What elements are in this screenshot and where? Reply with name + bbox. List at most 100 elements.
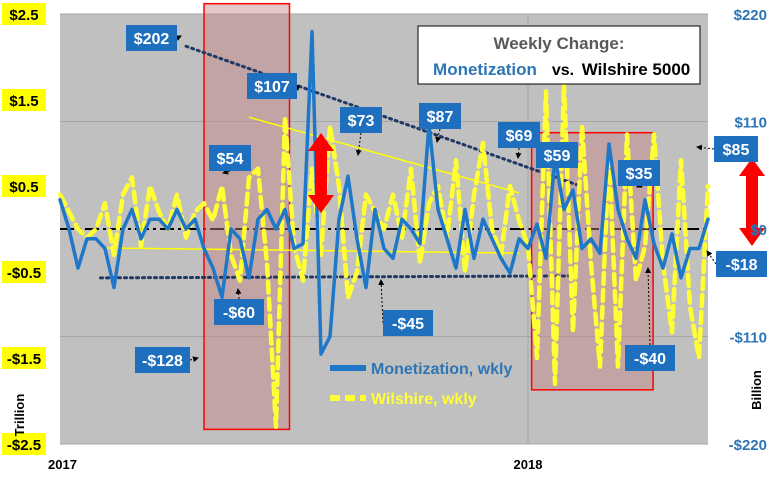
value-label-text: $69 bbox=[506, 128, 533, 145]
value-label-box bbox=[247, 73, 297, 99]
title-monetization: Monetization bbox=[433, 60, 537, 79]
value-label-leader bbox=[293, 84, 300, 91]
arrow-head-up bbox=[739, 158, 765, 176]
value-label-box bbox=[536, 142, 578, 168]
legend-label-monetization: Monetization, wkly bbox=[371, 361, 512, 378]
value-label-2: -$128 bbox=[135, 347, 199, 373]
value-label-14: -$18 bbox=[706, 250, 767, 277]
value-label-leader bbox=[235, 288, 242, 300]
right-tick-label: -$220 bbox=[729, 437, 767, 454]
value-label-8: $87 bbox=[419, 103, 461, 143]
value-label-text: $73 bbox=[348, 113, 375, 130]
value-label-text: $202 bbox=[134, 31, 170, 48]
value-label-9: $69 bbox=[498, 122, 540, 159]
value-label-leader bbox=[189, 356, 199, 363]
value-label-text: -$45 bbox=[392, 316, 424, 333]
value-label-10: $59 bbox=[536, 142, 578, 169]
value-label-box bbox=[498, 122, 540, 148]
value-label-leader bbox=[222, 168, 231, 175]
arrow-shaft bbox=[746, 176, 758, 228]
series-layer bbox=[57, 29, 711, 430]
title-box: Weekly Change: Monetization vs. Wilshire… bbox=[417, 25, 701, 85]
arrow-shaft bbox=[315, 151, 327, 195]
left-tick-bg bbox=[2, 175, 46, 197]
x-tick-label: 2018 bbox=[514, 457, 543, 472]
left-tick-2: $1.5 bbox=[2, 89, 46, 111]
right-tick-label: $0 bbox=[750, 222, 767, 239]
value-label-leader bbox=[175, 35, 182, 41]
left-tick-label: $2.5 bbox=[9, 7, 38, 24]
left-tick-5: -$1.5 bbox=[2, 347, 46, 369]
title-line1: Weekly Change: bbox=[493, 34, 624, 53]
value-label-box bbox=[716, 251, 767, 277]
value-label-text: $54 bbox=[217, 151, 244, 168]
value-label-13: $85 bbox=[696, 136, 758, 162]
value-label-4: -$60 bbox=[214, 288, 264, 325]
value-label-leader bbox=[645, 267, 652, 346]
red-arrow-right bbox=[739, 158, 765, 246]
value-label-text: $87 bbox=[427, 109, 454, 126]
value-label-text: -$128 bbox=[142, 353, 183, 370]
trend-yellow-upper bbox=[248, 116, 520, 194]
value-label-leader bbox=[378, 279, 385, 324]
value-label-text: -$60 bbox=[223, 305, 255, 322]
value-label-text: $35 bbox=[626, 166, 653, 183]
left-tick-label: -$0.5 bbox=[7, 265, 41, 282]
value-label-1: $202 bbox=[126, 25, 182, 51]
trend-line-upper bbox=[184, 44, 579, 187]
legend: Monetization, wkly Wilshire, wkly bbox=[330, 361, 512, 408]
title-wilshire: Wilshire 5000 bbox=[582, 60, 691, 79]
value-label-box bbox=[618, 160, 660, 186]
left-tick-label: $1.5 bbox=[9, 93, 38, 110]
axis-layer: $2.5 $1.5 $0.5 -$0.5 -$1.5 -$2.5 $220 $110 $0 -$1… bbox=[2, 3, 767, 472]
value-label-leader bbox=[636, 182, 643, 188]
left-tick-bg bbox=[2, 3, 46, 25]
red-arrow-left bbox=[308, 133, 334, 213]
value-label-box bbox=[126, 25, 177, 51]
right-tick-label: $220 bbox=[734, 7, 767, 24]
value-label-12: -$40 bbox=[625, 267, 675, 371]
value-label-7: -$45 bbox=[378, 279, 433, 336]
left-tick-3: $0.5 bbox=[2, 175, 46, 197]
left-axis-title: Trillion bbox=[12, 394, 27, 437]
value-label-box bbox=[419, 103, 461, 129]
x-tick-label: 2017 bbox=[48, 457, 77, 472]
left-tick-bg bbox=[2, 433, 46, 455]
value-label-5: $107 bbox=[247, 73, 300, 99]
annotation-layer: $202 -$128 $54 -$60 $107 $73 -$45 $87 $69 $59 $35 -… bbox=[126, 25, 767, 373]
value-label-text: $59 bbox=[544, 148, 571, 165]
right-tick-label: -$110 bbox=[729, 330, 767, 347]
value-label-box bbox=[209, 145, 251, 171]
arrow-head-down bbox=[739, 228, 765, 246]
value-label-box bbox=[714, 136, 758, 162]
trend-line-lower bbox=[99, 274, 575, 280]
left-tick-label: -$1.5 bbox=[7, 351, 41, 368]
value-label-text: -$40 bbox=[634, 351, 666, 368]
left-tick-bg bbox=[2, 347, 46, 369]
value-label-text: -$18 bbox=[725, 257, 757, 274]
value-label-leader bbox=[706, 250, 717, 265]
right-axis-title: Billion bbox=[749, 370, 764, 410]
right-tick-label: $110 bbox=[734, 115, 767, 132]
left-tick-4: -$0.5 bbox=[2, 261, 46, 283]
left-tick-label: -$2.5 bbox=[7, 437, 41, 454]
left-tick-bg bbox=[2, 89, 46, 111]
series-line-monetization bbox=[58, 29, 710, 356]
value-label-11: $35 bbox=[618, 160, 660, 188]
left-tick-6: -$2.5 bbox=[2, 433, 46, 455]
legend-label-wilshire: Wilshire, wkly bbox=[371, 391, 477, 408]
value-label-leader bbox=[515, 147, 522, 159]
value-label-leader bbox=[696, 144, 715, 151]
value-label-box bbox=[383, 310, 433, 336]
value-label-text: $85 bbox=[723, 142, 750, 159]
value-label-text: $107 bbox=[254, 79, 290, 96]
value-label-3: $54 bbox=[209, 145, 251, 175]
left-tick-1: $2.5 bbox=[2, 3, 46, 25]
value-label-6: $73 bbox=[340, 107, 382, 156]
value-label-box bbox=[340, 107, 382, 133]
arrow-head-down bbox=[308, 195, 334, 213]
value-label-box bbox=[625, 345, 675, 371]
value-label-box bbox=[214, 299, 264, 325]
arrow-head-up bbox=[308, 133, 334, 151]
